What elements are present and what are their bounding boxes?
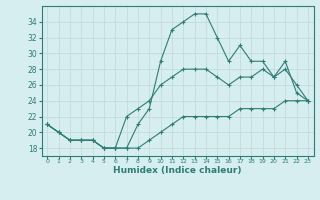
X-axis label: Humidex (Indice chaleur): Humidex (Indice chaleur) xyxy=(113,166,242,175)
